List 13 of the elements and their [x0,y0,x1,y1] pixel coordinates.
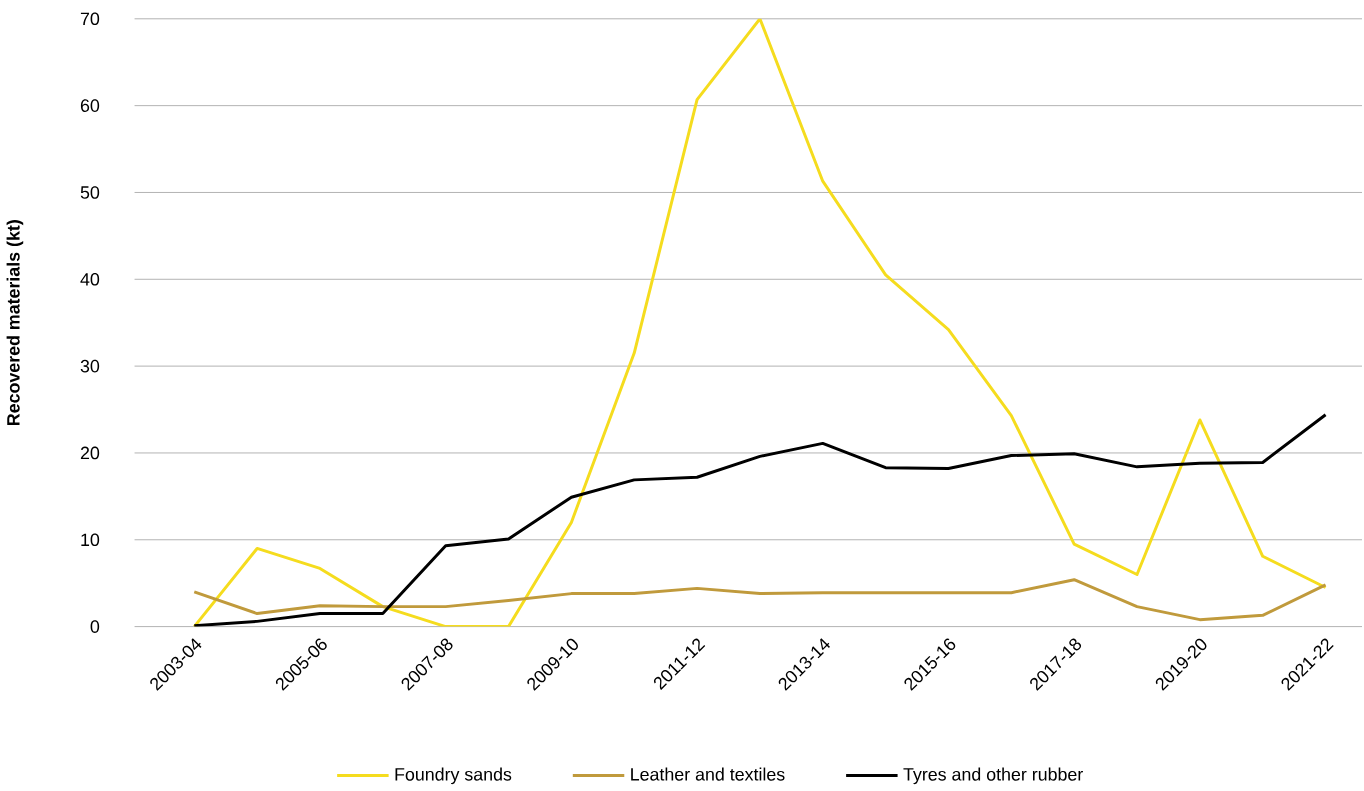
y-axis-title: Recovered materials (kt) [6,219,24,425]
y-tick-label: 0 [90,620,100,633]
y-tick-label: 10 [81,533,100,546]
legend-label: Tyres and other rubber [903,767,1083,784]
y-tick-label: 60 [80,99,100,112]
line-series [192,413,1328,627]
y-tick-label: 20 [80,446,100,460]
y-tick-label: 30 [80,359,100,373]
y-tick-label: 40 [80,272,100,286]
legend-label: Leather and textiles [631,767,785,781]
y-tick-label: 50 [80,185,100,199]
y-tick-label: 70 [80,12,100,25]
legend-label: Foundry sands [395,767,512,784]
